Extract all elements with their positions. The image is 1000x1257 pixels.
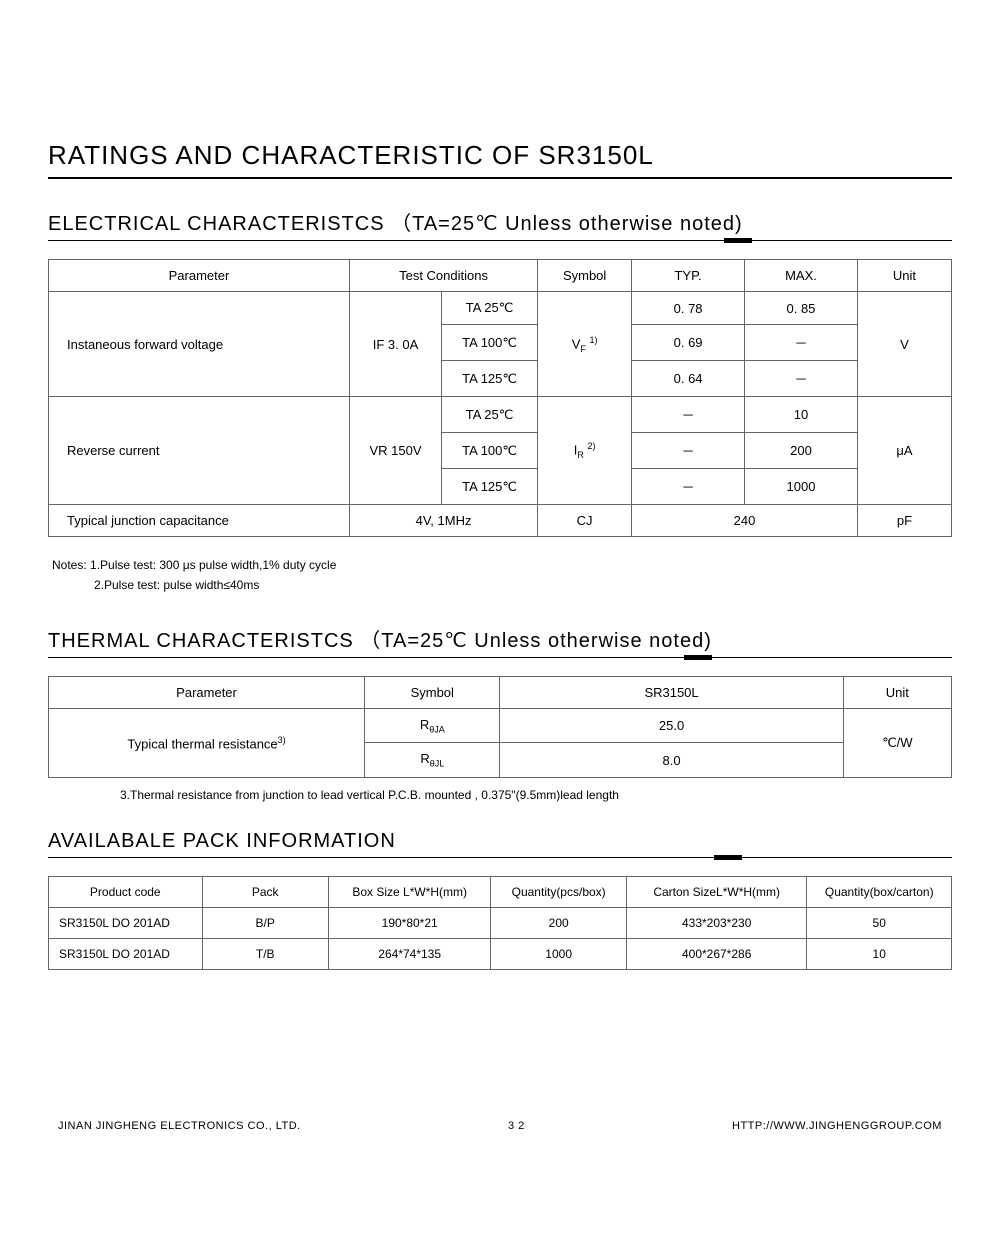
thermal-param: Typical thermal resistance3) <box>49 708 365 777</box>
table-row: SR3150L DO 201AD T/B 264*74*135 1000 400… <box>49 938 952 969</box>
note-3: 3.Thermal resistance from junction to le… <box>48 788 952 802</box>
symbol-ir: IR 2) <box>538 397 632 505</box>
th-qtycarton: Quantity(box/carton) <box>807 876 952 907</box>
max-ifv-2: － <box>745 361 858 397</box>
th-qtybox: Quantity(pcs/box) <box>491 876 626 907</box>
th-parameter: Parameter <box>49 676 365 708</box>
th-typ: TYP. <box>632 260 745 292</box>
unit-ifv: V <box>857 292 951 397</box>
unit-ir: μA <box>857 397 951 505</box>
thermal-val-1: 8.0 <box>500 743 843 778</box>
title-dash <box>724 238 752 243</box>
symbol-cj: CJ <box>538 505 632 537</box>
table-row: Typical thermal resistance3) RθJA 25.0 ℃… <box>49 708 952 743</box>
footer-center: 3 2 <box>508 1120 525 1132</box>
param-ir: Reverse current <box>49 397 350 505</box>
table-row: SR3150L DO 201AD B/P 190*80*21 200 433*2… <box>49 907 952 938</box>
pack-box-0: 190*80*21 <box>328 907 491 938</box>
pack-box-1: 264*74*135 <box>328 938 491 969</box>
section-title-thermal-text: THERMAL CHARACTERISTCS （TA=25℃ Unless ot… <box>48 630 712 652</box>
cond2-ir-0: TA 25℃ <box>442 397 538 433</box>
th-symbol: Symbol <box>538 260 632 292</box>
max-ifv-0: 0. 85 <box>745 292 858 325</box>
cond1-ifv: IF 3. 0A <box>350 292 442 397</box>
thermal-table: Parameter Symbol SR3150L Unit Typical th… <box>48 676 952 778</box>
title-dash <box>714 855 742 860</box>
table-header-row: Parameter Symbol SR3150L Unit <box>49 676 952 708</box>
th-box: Box Size L*W*H(mm) <box>328 876 491 907</box>
th-value: SR3150L <box>500 676 843 708</box>
cond2-ir-1: TA 100℃ <box>442 433 538 469</box>
th-max: MAX. <box>745 260 858 292</box>
th-code: Product code <box>49 876 203 907</box>
typ-ifv-0: 0. 78 <box>632 292 745 325</box>
cond2-ir-2: TA 125℃ <box>442 469 538 505</box>
table-row: Reverse current VR 150V TA 25℃ IR 2) － 1… <box>49 397 952 433</box>
thermal-unit: ℃/W <box>843 708 951 777</box>
symbol-ifv: VF 1) <box>538 292 632 397</box>
cond2-ifv-1: TA 100℃ <box>442 325 538 361</box>
thermal-sym-0: RθJA <box>365 708 500 743</box>
typ-ifv-2: 0. 64 <box>632 361 745 397</box>
val-cj: 240 <box>632 505 858 537</box>
typ-ir-0: － <box>632 397 745 433</box>
th-unit: Unit <box>857 260 951 292</box>
param-ifv: Instaneous forward voltage <box>49 292 350 397</box>
thermal-sym-1: RθJL <box>365 743 500 778</box>
th-pack: Pack <box>202 876 328 907</box>
table-row: Instaneous forward voltage IF 3. 0A TA 2… <box>49 292 952 325</box>
footer-left: JINAN JINGHENG ELECTRONICS CO., LTD. <box>58 1120 301 1132</box>
param-cj: Typical junction capacitance <box>49 505 350 537</box>
note-2: 2.Pulse test: pulse width≤40ms <box>52 575 952 595</box>
th-carton: Carton SizeL*W*H(mm) <box>626 876 807 907</box>
section-title-electrical: ELECTRICAL CHARACTERISTCS （TA=25℃ Unless… <box>48 207 952 241</box>
thermal-val-0: 25.0 <box>500 708 843 743</box>
max-ir-1: 200 <box>745 433 858 469</box>
pack-qtycarton-1: 10 <box>807 938 952 969</box>
title-dash <box>684 655 712 660</box>
pack-carton-0: 433*203*230 <box>626 907 807 938</box>
max-ir-0: 10 <box>745 397 858 433</box>
cond2-ifv-0: TA 25℃ <box>442 292 538 325</box>
pack-qtybox-1: 1000 <box>491 938 626 969</box>
th-unit: Unit <box>843 676 951 708</box>
table-row: Typical junction capacitance 4V, 1MHz CJ… <box>49 505 952 537</box>
typ-ifv-1: 0. 69 <box>632 325 745 361</box>
th-test-conditions: Test Conditions <box>350 260 538 292</box>
electrical-table: Parameter Test Conditions Symbol TYP. MA… <box>48 259 952 537</box>
elec-notes: Notes: 1.Pulse test: 300 μs pulse width,… <box>48 555 952 596</box>
pack-qtycarton-0: 50 <box>807 907 952 938</box>
section-title-electrical-text: ELECTRICAL CHARACTERISTCS （TA=25℃ Unless… <box>48 213 743 235</box>
pack-carton-1: 400*267*286 <box>626 938 807 969</box>
thermal-param-sup: 3) <box>278 735 286 745</box>
section-title-pack-text: AVAILABALE PACK INFORMATION <box>48 830 396 852</box>
typ-ir-2: － <box>632 469 745 505</box>
pack-pack-1: T/B <box>202 938 328 969</box>
section-title-thermal: THERMAL CHARACTERISTCS （TA=25℃ Unless ot… <box>48 624 952 658</box>
note-1: Notes: 1.Pulse test: 300 μs pulse width,… <box>52 555 952 575</box>
max-ifv-1: － <box>745 325 858 361</box>
section-title-pack: AVAILABALE PACK INFORMATION <box>48 830 952 858</box>
table-header-row: Product code Pack Box Size L*W*H(mm) Qua… <box>49 876 952 907</box>
table-header-row: Parameter Test Conditions Symbol TYP. MA… <box>49 260 952 292</box>
unit-cj: pF <box>857 505 951 537</box>
cond2-ifv-2: TA 125℃ <box>442 361 538 397</box>
max-ir-2: 1000 <box>745 469 858 505</box>
th-parameter: Parameter <box>49 260 350 292</box>
pack-pack-0: B/P <box>202 907 328 938</box>
pack-code-0: SR3150L DO 201AD <box>49 907 203 938</box>
cond-cj: 4V, 1MHz <box>350 505 538 537</box>
pack-table: Product code Pack Box Size L*W*H(mm) Qua… <box>48 876 952 970</box>
footer-right: HTTP://WWW.JINGHENGGROUP.COM <box>732 1120 942 1132</box>
pack-code-1: SR3150L DO 201AD <box>49 938 203 969</box>
typ-ir-1: － <box>632 433 745 469</box>
pack-qtybox-0: 200 <box>491 907 626 938</box>
cond1-ir: VR 150V <box>350 397 442 505</box>
footer: JINAN JINGHENG ELECTRONICS CO., LTD. 3 2… <box>48 1120 952 1132</box>
main-title: RATINGS AND CHARACTERISTIC OF SR3150L <box>48 140 952 179</box>
thermal-param-text: Typical thermal resistance <box>127 736 277 751</box>
th-symbol: Symbol <box>365 676 500 708</box>
